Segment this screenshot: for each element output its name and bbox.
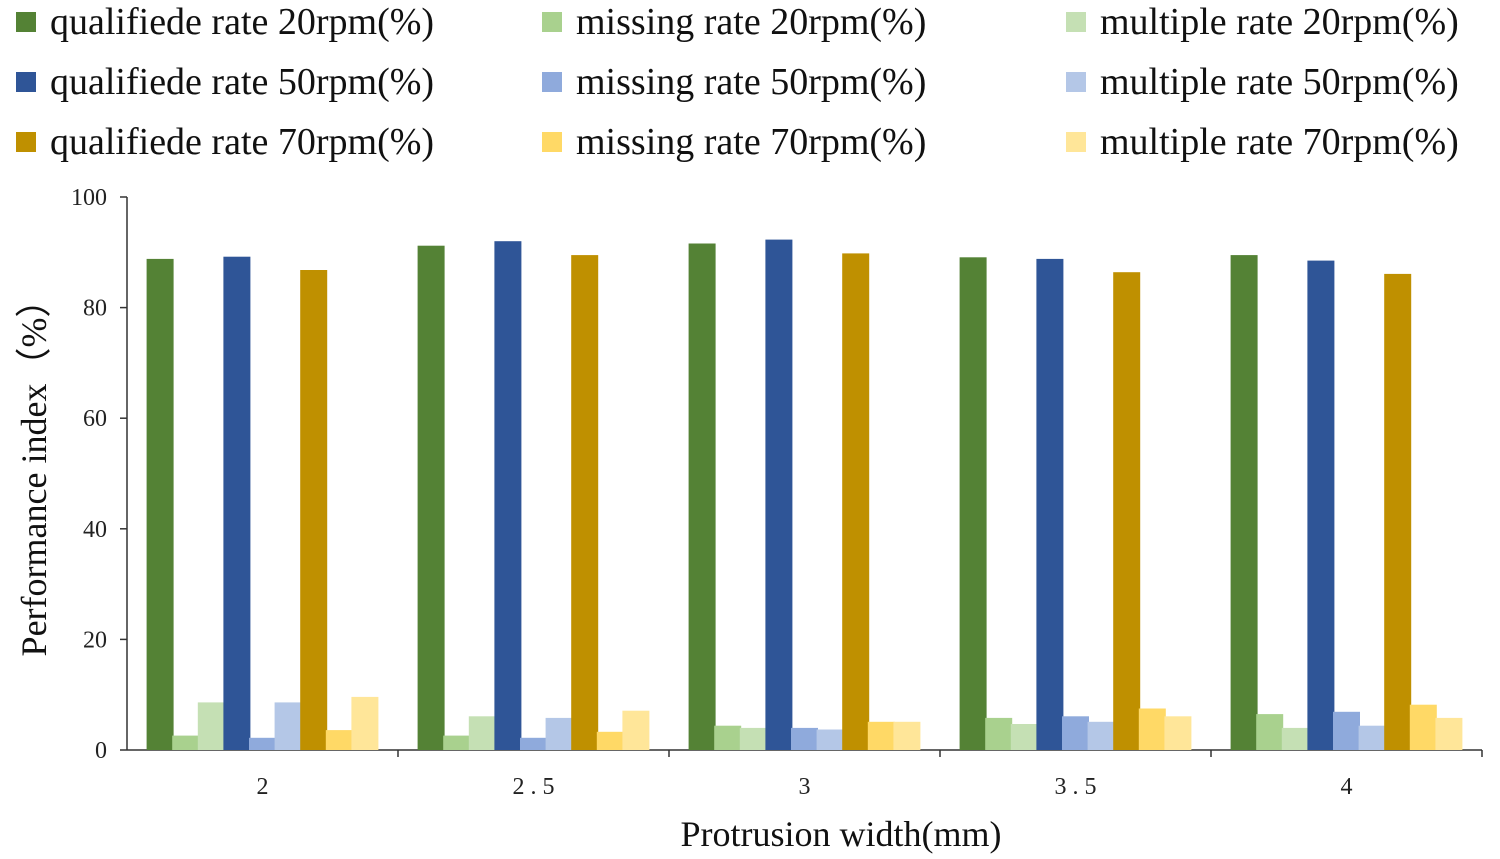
bar [1256, 714, 1284, 750]
bar [1435, 717, 1463, 750]
bar [468, 716, 496, 750]
legend-label: qualifiede rate 70rpm(%) [50, 121, 434, 163]
x-tick-label: 2 . 5 [513, 774, 555, 800]
bar [274, 702, 302, 750]
legend-label: multiple rate 50rpm(%) [1100, 61, 1459, 103]
y-tick-label: 100 [71, 185, 107, 211]
legend-swatch [16, 132, 36, 152]
y-tick-label: 80 [83, 296, 107, 322]
bar [1087, 721, 1115, 750]
legend-item: qualifiede rate 70rpm(%) [16, 121, 434, 163]
legend-label: missing rate 50rpm(%) [576, 61, 926, 103]
legend-item: multiple rate 50rpm(%) [1066, 61, 1459, 103]
bar [816, 729, 844, 750]
bar [959, 257, 987, 750]
bar [622, 710, 650, 750]
x-tick-label: 3 [799, 774, 811, 800]
bar [867, 721, 895, 750]
legend-swatch [542, 132, 562, 152]
bar [1062, 716, 1089, 750]
bar [351, 696, 379, 750]
bar [714, 725, 742, 750]
bar [1409, 704, 1437, 750]
legend-item: missing rate 20rpm(%) [542, 1, 926, 43]
legend-swatch [1066, 132, 1086, 152]
bar [1010, 724, 1038, 750]
legend-swatch [16, 12, 36, 32]
bar [1333, 711, 1360, 750]
legend: qualifiede rate 20rpm(%) missing rate 20r… [16, 1, 1459, 163]
bar [197, 702, 225, 750]
bar [520, 737, 547, 750]
legend-label: qualifiede rate 20rpm(%) [50, 1, 434, 43]
legend-label: multiple rate 70rpm(%) [1100, 121, 1459, 163]
y-tick-label: 20 [83, 627, 107, 653]
x-tick-label: 2 [257, 774, 269, 800]
y-tick-label: 0 [95, 738, 107, 764]
bar [146, 258, 174, 750]
bar [249, 737, 276, 750]
legend-swatch [542, 12, 562, 32]
legend-item: missing rate 50rpm(%) [542, 61, 926, 103]
y-tick-label: 40 [83, 517, 107, 543]
bar [765, 239, 793, 750]
bar [545, 717, 573, 750]
legend-swatch [1066, 12, 1086, 32]
legend-item: multiple rate 70rpm(%) [1066, 121, 1459, 163]
bar [739, 727, 767, 750]
x-tick-label: 3 . 5 [1055, 774, 1097, 800]
bar [1164, 716, 1192, 750]
x-axis-title: Protrusion width(mm) [681, 814, 1002, 854]
legend-item: missing rate 70rpm(%) [542, 121, 926, 163]
legend-label: multiple rate 20rpm(%) [1100, 1, 1459, 43]
plot-area: 0 20 40 60 80 100 2 2 . 5 3 3 . 5 4 [71, 185, 1483, 800]
bar [791, 727, 818, 750]
y-tick-label: 60 [83, 406, 107, 432]
bar [1230, 255, 1258, 750]
bar [1358, 725, 1386, 750]
legend-label: missing rate 70rpm(%) [576, 121, 926, 163]
bar [985, 717, 1013, 750]
bar [1307, 260, 1335, 750]
legend-swatch [16, 72, 36, 92]
legend-label: qualifiede rate 50rpm(%) [50, 61, 434, 103]
bar [842, 253, 870, 750]
bar [688, 243, 716, 750]
bar [300, 270, 328, 750]
bar [596, 731, 624, 750]
legend-label: missing rate 20rpm(%) [576, 1, 926, 43]
bar [1384, 273, 1412, 750]
bar [1138, 708, 1166, 750]
x-tick-label: 4 [1341, 774, 1353, 800]
bar [571, 255, 599, 750]
bar [443, 735, 471, 750]
bar [417, 245, 445, 750]
legend-item: qualifiede rate 50rpm(%) [16, 61, 434, 103]
bar [1113, 272, 1141, 750]
bar [223, 256, 251, 750]
legend-swatch [1066, 72, 1086, 92]
bar [1281, 727, 1309, 750]
legend-swatch [542, 72, 562, 92]
bar [893, 721, 921, 750]
bar [1036, 258, 1064, 750]
bar [172, 735, 200, 750]
y-axis-title: Performance index（%） [14, 282, 54, 657]
bar [325, 730, 353, 750]
bar [494, 241, 522, 750]
legend-item: qualifiede rate 20rpm(%) [16, 1, 434, 43]
legend-item: multiple rate 20rpm(%) [1066, 1, 1459, 43]
